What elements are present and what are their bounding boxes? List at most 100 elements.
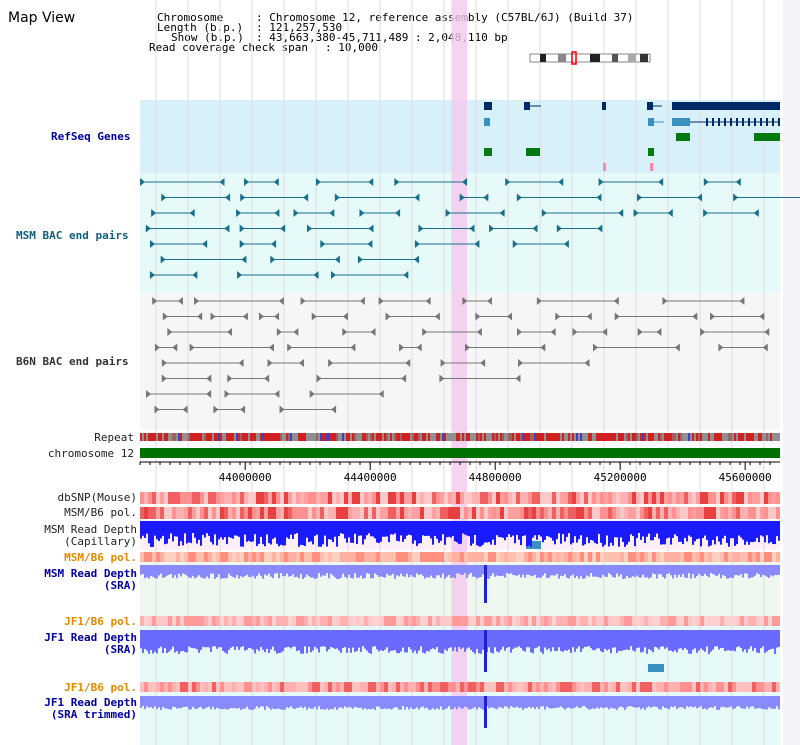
msm-bac-pair-end bbox=[469, 224, 475, 233]
b6n-bac-pair-glyphs[interactable] bbox=[145, 297, 770, 414]
msm-capillary-depth-bar bbox=[652, 521, 654, 541]
msm-capillary-depth-bar bbox=[658, 521, 660, 539]
msm-sra-depth-bar bbox=[682, 565, 684, 574]
msm-pol-2-strip bbox=[208, 552, 212, 562]
jf1-pol-2-strip bbox=[684, 682, 688, 692]
msm-sra-depth-bar bbox=[648, 565, 650, 579]
msm-sra-depth-bar bbox=[218, 565, 220, 575]
jf1-pol-2-strip bbox=[764, 682, 768, 692]
msm-pol-2-strip bbox=[156, 552, 160, 562]
track-label-b6n-bac[interactable]: B6N BAC end pairs bbox=[16, 355, 129, 368]
gene-b-exon bbox=[748, 118, 750, 126]
jf1-sra-depth-bar bbox=[294, 630, 296, 647]
msm-capillary-depth-bar bbox=[258, 521, 260, 544]
jf1-pol-2-strip bbox=[564, 682, 568, 692]
jf1-pol-2-strip bbox=[480, 682, 484, 692]
jf1-sra-depth-bar bbox=[304, 630, 306, 647]
msm-capillary-depth-bar bbox=[762, 521, 764, 537]
msm-pol-2-strip bbox=[144, 552, 148, 562]
msm-bac-pair-end bbox=[697, 193, 703, 202]
dbsnp-strip bbox=[748, 492, 752, 504]
dbsnp-strip bbox=[732, 492, 736, 504]
msm-capillary-depth-bar bbox=[626, 521, 628, 545]
jf1-trim-depth-bar bbox=[564, 696, 566, 710]
jf1-trim-depth-bar bbox=[212, 696, 214, 707]
msm-capillary-depth-bar bbox=[764, 521, 766, 543]
jf1-pol-strip bbox=[180, 616, 184, 626]
jf1-trim-depth-bar bbox=[688, 696, 690, 708]
msm-sra-depth-bar bbox=[274, 565, 276, 574]
msm-pol-2-strip bbox=[168, 552, 172, 562]
repeat-segment bbox=[634, 433, 636, 441]
jf1-trim-depth-bar bbox=[692, 696, 694, 708]
msm-sra-depth-bar bbox=[506, 565, 508, 574]
track-label-msm-depth-sra: MSM Read Depth bbox=[44, 567, 137, 580]
jf1-sra-depth-bar bbox=[658, 630, 660, 650]
jf1-sra-depth-bar bbox=[602, 630, 604, 653]
track-label-refseq[interactable]: RefSeq Genes bbox=[51, 130, 131, 143]
jf1-trim-depth-bar bbox=[618, 696, 620, 708]
jf1-pol-strip bbox=[168, 616, 172, 626]
jf1-trim-depth-bar bbox=[640, 696, 642, 710]
msm-pol-2-strip bbox=[456, 552, 460, 562]
msm-sra-depth-bar bbox=[290, 565, 292, 577]
msm-capillary-depth-bar bbox=[278, 521, 280, 547]
jf1-trim-depth-bar bbox=[456, 696, 458, 710]
msm-bac-pair-end bbox=[237, 271, 243, 279]
repeat-segment bbox=[246, 433, 248, 441]
jf1-trim-depth-bar bbox=[660, 696, 662, 710]
b6n-bac-pair-end bbox=[762, 343, 768, 352]
jf1-pol-strip bbox=[324, 616, 328, 626]
jf1-pol-2-strip bbox=[484, 682, 488, 692]
dbsnp-strip bbox=[184, 492, 188, 504]
jf1-trim-depth-bar bbox=[300, 696, 302, 707]
msm-capillary-depth-bar bbox=[310, 521, 312, 542]
dbsnp-strip bbox=[308, 492, 312, 504]
msm-sra-depth-bar bbox=[180, 565, 182, 577]
repeat-segment bbox=[250, 433, 252, 441]
dbsnp-strip bbox=[148, 492, 152, 504]
repeat-segment bbox=[142, 433, 144, 441]
jf1-trim-depth-bar bbox=[566, 696, 568, 708]
msm-sra-depth-bar bbox=[592, 565, 594, 577]
msm-sra-depth-bar bbox=[650, 565, 652, 578]
jf1-sra-depth-bar bbox=[626, 630, 628, 650]
repeat-segment bbox=[748, 433, 750, 441]
msm-capillary-depth-bar bbox=[318, 521, 320, 547]
msm-pol-2-strip bbox=[700, 552, 704, 562]
jf1-sra-depth-bar bbox=[368, 630, 370, 653]
msm-sra-depth-bar bbox=[270, 565, 272, 577]
msm-capillary-depth-bar bbox=[276, 521, 278, 544]
jf1-trim-depth-bar bbox=[264, 696, 266, 710]
msm-capillary-depth-bar bbox=[480, 521, 482, 547]
msm-sra-depth-bar bbox=[472, 565, 474, 577]
track-label-msm-bac[interactable]: MSM BAC end pairs bbox=[16, 229, 129, 242]
msm-capillary-depth-bar bbox=[528, 521, 530, 546]
msm-capillary-depth-bar bbox=[462, 521, 464, 534]
jf1-pol-2-strip bbox=[168, 682, 172, 692]
msm-pol-strip bbox=[440, 507, 444, 519]
msm-bac-pair-glyphs[interactable] bbox=[140, 178, 800, 279]
repeat-segment bbox=[622, 433, 624, 441]
jf1-trim-depth-bar bbox=[246, 696, 248, 707]
jf1-pol-strip bbox=[504, 616, 508, 626]
msm-bac-pair-end bbox=[219, 178, 225, 186]
repeat-segment bbox=[712, 433, 714, 441]
msm-bac-pair-end bbox=[241, 255, 247, 264]
msm-pol-strip bbox=[348, 507, 352, 519]
dbsnp-strip bbox=[304, 492, 308, 504]
b6n-bac-pair-end bbox=[224, 390, 230, 398]
jf1-trim-depth-bar bbox=[592, 696, 594, 709]
repeat-segment bbox=[414, 433, 416, 441]
msm-sra-depth-bar bbox=[434, 565, 436, 579]
jf1-sra-depth-bar bbox=[758, 630, 760, 654]
msm-pol-2-strip bbox=[448, 552, 452, 562]
msm-sra-depth-bar bbox=[708, 565, 710, 578]
msm-pol-strip bbox=[468, 507, 472, 519]
msm-pol-strip bbox=[180, 507, 184, 519]
msm-capillary-depth-bar bbox=[692, 521, 694, 545]
jf1-sra-depth-bar bbox=[326, 630, 328, 652]
repeat-segment bbox=[758, 433, 760, 441]
jf1-trim-depth-bar bbox=[464, 696, 466, 707]
